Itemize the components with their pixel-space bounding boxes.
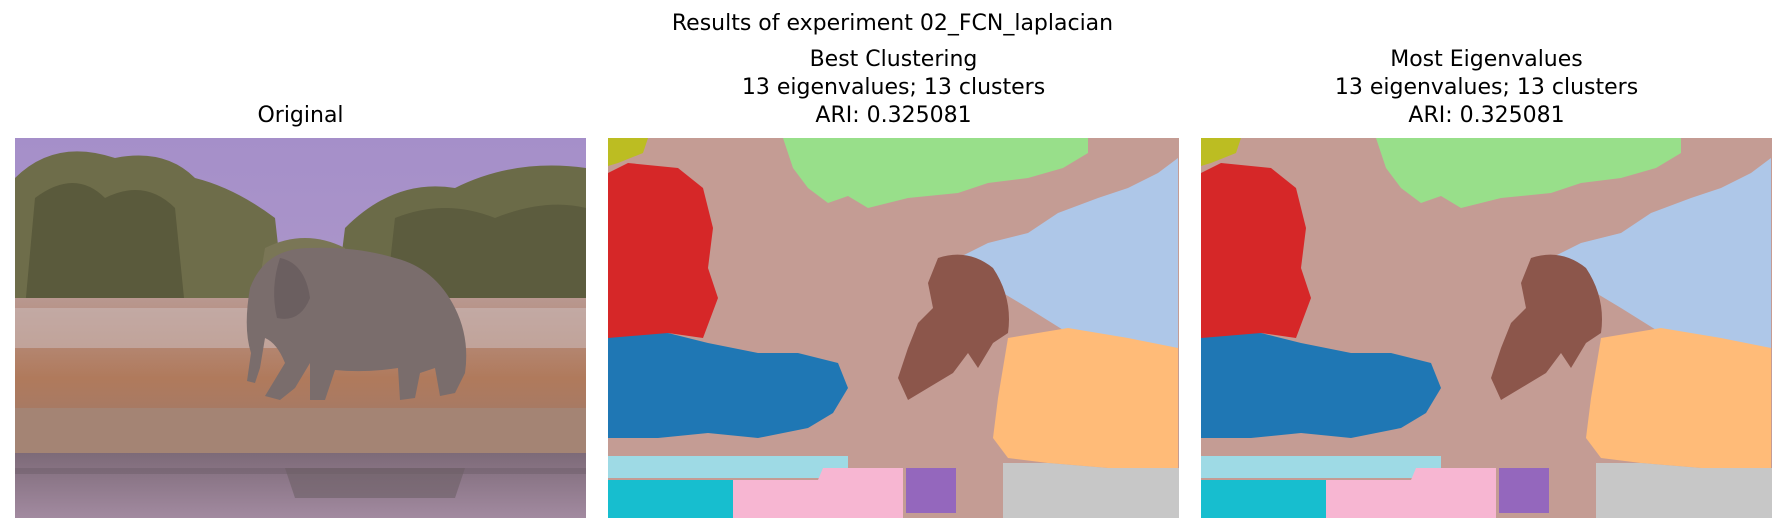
panel-original: Original <box>15 0 586 532</box>
panel-title-most: Most Eigenvalues 13 eigenvalues; 13 clus… <box>1201 46 1772 130</box>
cluster-map-best <box>608 138 1179 518</box>
original-photo <box>15 138 586 518</box>
panel-title-line: Original <box>257 103 344 128</box>
panel-title-line: Most Eigenvalues <box>1390 47 1583 72</box>
panel-title-line: ARI: 0.325081 <box>1408 103 1565 128</box>
panel-title-best: Best Clustering 13 eigenvalues; 13 clust… <box>608 46 1179 130</box>
panel-most-eigenvalues: Most Eigenvalues 13 eigenvalues; 13 clus… <box>1201 0 1772 532</box>
panel-title-line: ARI: 0.325081 <box>815 103 972 128</box>
panel-best-clustering: Best Clustering 13 eigenvalues; 13 clust… <box>608 0 1179 532</box>
panel-title-original: Original <box>15 102 586 130</box>
panel-title-line: 13 eigenvalues; 13 clusters <box>1334 75 1639 100</box>
cluster-map-most <box>1201 138 1772 518</box>
panel-title-line: Best Clustering <box>809 47 978 72</box>
figure-suptitle: Results of experiment 02_FCN_laplacian <box>671 11 1114 36</box>
panel-title-line: 13 eigenvalues; 13 clusters <box>741 75 1046 100</box>
